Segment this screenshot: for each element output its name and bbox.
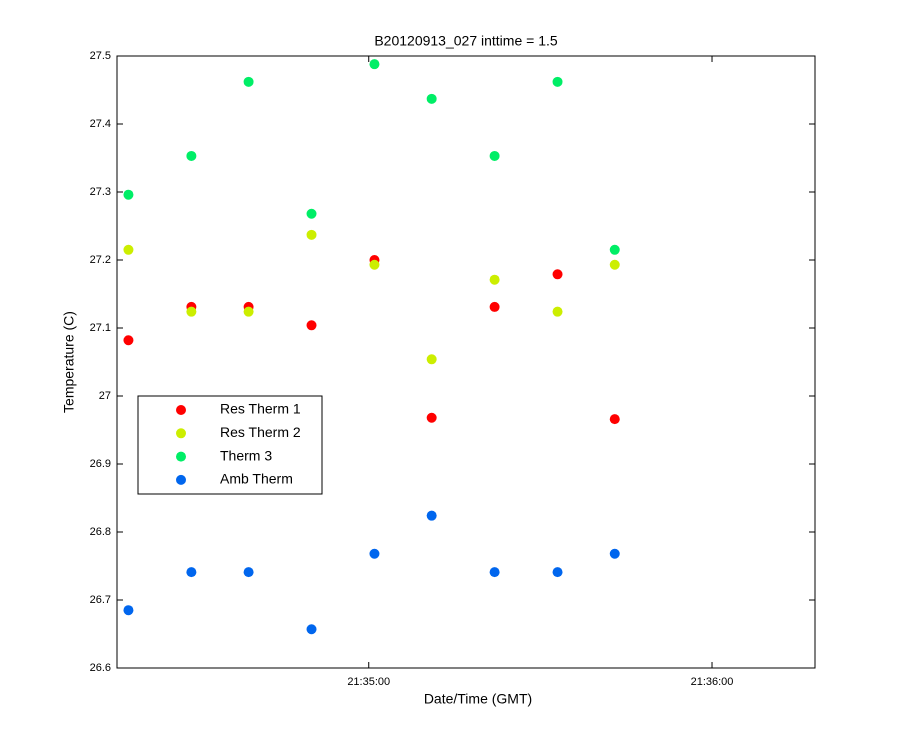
y-tick-label: 27.2	[90, 254, 111, 266]
point	[489, 567, 500, 578]
legend-marker	[176, 474, 186, 485]
legend-marker	[176, 451, 186, 462]
legend-marker	[176, 428, 186, 439]
y-tick-label: 27.3	[90, 186, 111, 198]
chart-title: B20120913_027 inttime = 1.5	[374, 33, 558, 49]
y-tick-label: 26.6	[90, 662, 111, 674]
y-tick-label: 26.7	[90, 594, 111, 606]
point	[306, 624, 317, 635]
point	[609, 548, 620, 559]
point	[186, 306, 197, 317]
y-tick-label: 26.8	[90, 526, 111, 538]
point	[489, 150, 500, 161]
point	[426, 412, 437, 423]
point	[369, 59, 380, 70]
point	[609, 414, 620, 425]
legend-label: Res Therm 2	[220, 424, 301, 440]
point	[243, 306, 254, 317]
legend-label: Res Therm 1	[220, 401, 301, 417]
point	[186, 567, 197, 578]
plot-area	[116, 55, 816, 669]
point	[123, 605, 134, 616]
point	[552, 269, 563, 280]
point	[123, 189, 134, 200]
y-tick-label: 27.5	[90, 50, 111, 62]
y-tick-label: 27	[99, 390, 111, 402]
y-tick-label: 26.9	[90, 458, 111, 470]
legend-label: Amb Therm	[220, 471, 293, 487]
y-tick-label: 27.1	[90, 322, 111, 334]
legend-box	[137, 395, 323, 495]
point	[489, 274, 500, 285]
point	[243, 76, 254, 87]
legend-label: Therm 3	[220, 447, 272, 463]
point	[306, 229, 317, 240]
y-axis-label: Temperature (C)	[61, 311, 77, 413]
point	[552, 567, 563, 578]
legend-marker	[176, 405, 186, 415]
point	[123, 244, 134, 255]
point	[489, 301, 500, 312]
x-tick-label: 21:36:00	[691, 676, 734, 688]
point	[306, 208, 317, 219]
point	[426, 354, 437, 365]
point	[609, 259, 620, 270]
x-tick-label: 21:35:00	[347, 676, 390, 688]
point	[552, 306, 563, 317]
point	[369, 548, 380, 559]
point	[306, 320, 317, 331]
y-tick-label: 27.4	[90, 118, 111, 130]
x-axis-label: Date/Time (GMT)	[424, 691, 532, 707]
point	[243, 567, 254, 578]
point	[552, 76, 563, 87]
point	[186, 150, 197, 161]
point	[123, 335, 134, 346]
point	[369, 259, 380, 270]
point	[609, 244, 620, 255]
point	[426, 510, 437, 521]
point	[426, 93, 437, 104]
